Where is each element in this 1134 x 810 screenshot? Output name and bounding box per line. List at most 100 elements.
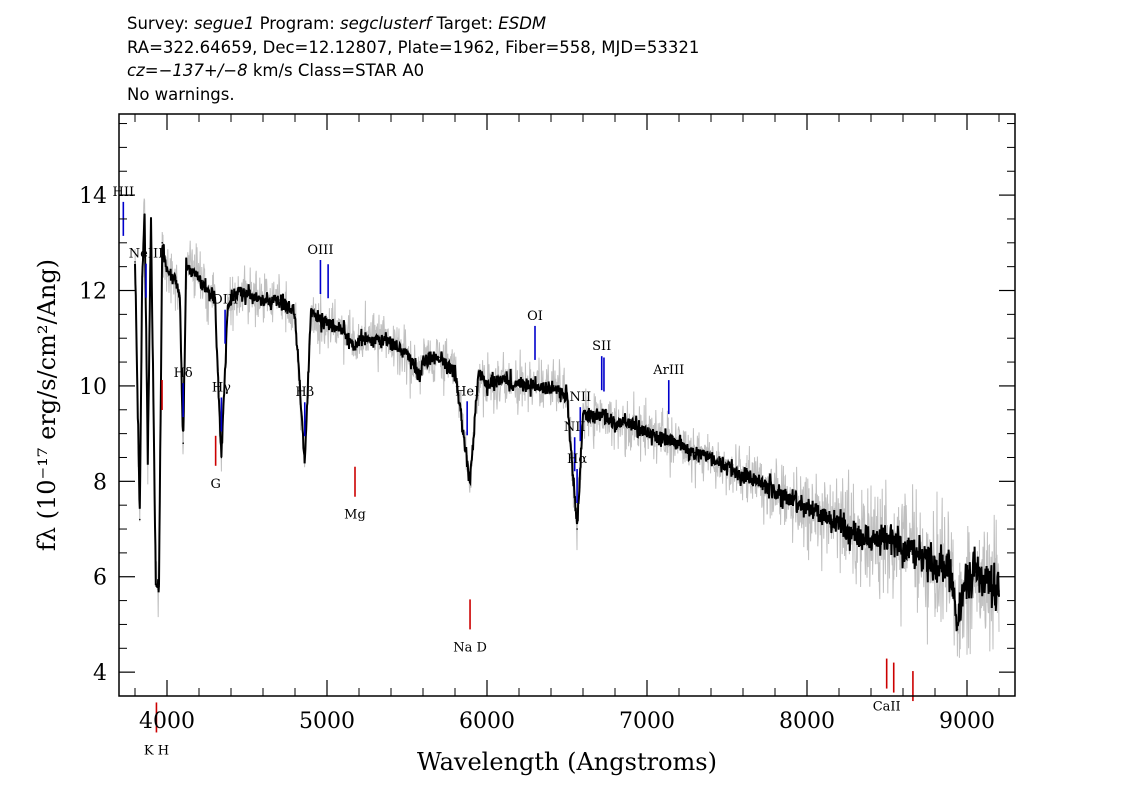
spectrum-point [646, 432, 648, 435]
spectrum-point [742, 475, 744, 478]
spectrum-point [206, 289, 208, 292]
spectrum-point [310, 313, 312, 316]
line-label: OIII [212, 293, 238, 308]
spectrum-point [353, 347, 356, 349]
spectrum-point [974, 571, 976, 573]
spectrum-point [158, 585, 160, 588]
line-label: Hγ [212, 380, 231, 395]
spectrum-point [934, 566, 936, 568]
x-tick-label: 7000 [619, 709, 675, 734]
header-line-warnings: No warnings. [127, 84, 235, 104]
x-tick-label: 5000 [299, 709, 355, 734]
axis-ticks: 4000 5000 6000 7000 8000 9000 4 6 8 10 12 14 [79, 114, 1015, 734]
spectrum-point [486, 385, 488, 387]
x-tick-label: 8000 [779, 709, 835, 734]
spectrum-point [982, 575, 984, 578]
spectrum-point [990, 580, 992, 583]
spectrum-point [155, 580, 157, 583]
spectrum-point [161, 242, 163, 244]
spectrum-point [582, 413, 584, 416]
x-tick-label: 9000 [939, 709, 995, 734]
spectrum-point [774, 490, 776, 492]
line-label: Mg [344, 508, 366, 523]
target-label: Target: [436, 14, 494, 33]
spectrum-point [918, 552, 920, 554]
spectrum-point [143, 213, 146, 215]
x-tick-label: 6000 [459, 709, 515, 734]
line-label: NII [569, 390, 591, 405]
spectrum-point [390, 342, 392, 344]
spectrum-point [478, 370, 480, 373]
spectrum-point [150, 218, 152, 220]
line-label: CaII [873, 700, 901, 715]
spectrum-point [854, 533, 856, 535]
spectrum-point [576, 528, 578, 530]
spectrum-point [518, 385, 520, 387]
spectrum-point [182, 442, 184, 445]
spectrum-point [374, 337, 376, 340]
line-label: HeI [455, 384, 479, 399]
spectrum-point [550, 385, 552, 387]
line-label: HII [113, 185, 135, 200]
spectrum-point [174, 280, 176, 282]
spectrum-point [406, 351, 408, 354]
line-label: OI [527, 309, 543, 324]
spectrum-point [342, 327, 344, 330]
program-value: segclusterf [340, 14, 432, 33]
spectrum-point [422, 361, 424, 363]
spectrum-point [190, 270, 192, 273]
spectrum-point [220, 456, 223, 459]
spectrum-point [502, 375, 504, 378]
line-label: Hδ [174, 366, 193, 381]
spectrum-point [630, 423, 632, 425]
spectrum-point [262, 299, 264, 301]
target-value: ESDM [498, 14, 547, 33]
y-tick-label: 12 [79, 280, 107, 305]
spectrum-point [358, 337, 360, 340]
spectrum-point [694, 451, 696, 454]
spectrum-point [438, 356, 440, 359]
line-label: Hα [567, 452, 587, 467]
spectrum-point [614, 423, 616, 425]
spectrum-point [418, 375, 421, 378]
survey-value: segue1 [194, 14, 255, 33]
spectrum-point [790, 499, 792, 502]
plot-frame [118, 113, 1016, 697]
line-label: NeIII [129, 247, 163, 262]
spectrum-point [726, 466, 728, 468]
spectrum-point [166, 270, 168, 273]
line-label: Na D [453, 640, 487, 655]
spectrum-point [185, 265, 187, 268]
spectrum-point [294, 313, 296, 316]
spectral-line-markers: HII NeIII Hδ Hγ OIII Hβ OIII HeI OI NII Hα NII SII Ar… [113, 185, 914, 758]
spectrum-point [822, 513, 824, 516]
spectrum-point [886, 537, 888, 540]
cz-label: cz= [127, 61, 159, 80]
spectrum-point [469, 480, 471, 483]
spectrum-point [278, 299, 280, 301]
spectrum-point [238, 289, 240, 292]
spectrum-point [326, 323, 328, 325]
spectrum-point [902, 547, 904, 549]
spectrum-point [246, 294, 248, 297]
spectrum-point [838, 523, 840, 526]
spectrum-point [134, 261, 136, 263]
spectrum-point [963, 585, 965, 588]
spectrum-point [942, 561, 944, 564]
y-axis-title: fλ (10⁻¹⁷ erg/s/cm²/Ang) [33, 259, 61, 551]
spectrum-point [806, 504, 808, 507]
x-tick-label: 4000 [139, 709, 195, 734]
survey-label: Survey: [127, 14, 189, 33]
program-label: Program: [259, 14, 335, 33]
spectrum-point [566, 394, 568, 397]
line-label: OIII [307, 243, 333, 258]
spectrum-point [598, 413, 600, 416]
cz-rest: km/s Class=STAR A0 [247, 61, 425, 80]
spectrum-point [662, 437, 664, 440]
spectrum-point [227, 304, 229, 306]
spectrum-point [139, 518, 141, 521]
spectrum-point [147, 456, 149, 459]
line-label: SII [592, 339, 611, 354]
y-tick-label: 6 [93, 566, 107, 591]
